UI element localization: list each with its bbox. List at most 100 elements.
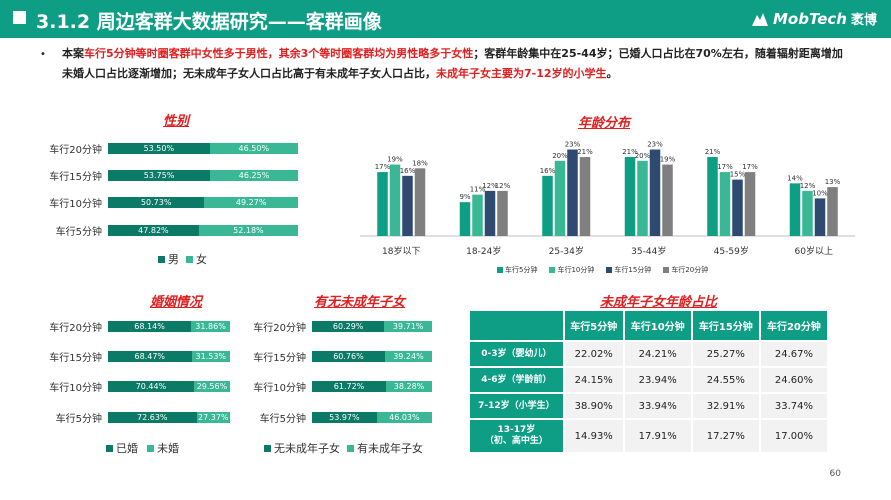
bar-segment-second: 49.27% <box>204 197 298 208</box>
bar-segment-second: 39.71% <box>384 321 432 332</box>
age-bar-data-label: 17% <box>375 163 391 171</box>
bar-segment-second: 52.18% <box>198 225 298 236</box>
age-bar <box>472 194 483 236</box>
title-square-icon <box>13 11 26 24</box>
age-legend-label: 车行20分钟 <box>671 266 709 274</box>
bar-segment-first: 72.63% <box>108 412 197 423</box>
marriage-legend: 已婚 未婚 <box>106 440 179 456</box>
stacked-bar: 60.76% 39.24% <box>312 351 432 362</box>
table-row: 13-17岁 （初、高中生） 14.93% 17.91% 17.27% 17.0… <box>470 420 827 452</box>
age-bar-data-label: 12% <box>800 182 816 190</box>
age-bar-data-label: 10% <box>812 189 828 197</box>
age-bar <box>624 157 636 236</box>
bar-segment-second: 29.56% <box>193 381 230 392</box>
table-row-header: 4-6岁（学龄前） <box>470 368 563 392</box>
age-bar <box>814 198 826 236</box>
table-header-cell: 车行10分钟 <box>624 311 691 340</box>
age-category-label: 60岁以上 <box>795 245 833 257</box>
age-category-label: 35-44岁 <box>631 245 666 257</box>
age-bar-data-label: 17% <box>742 163 758 171</box>
age-legend-item: 车行5分钟 <box>497 265 537 275</box>
table-header-cell: 车行20分钟 <box>760 311 827 340</box>
age-bar <box>414 168 426 236</box>
bar-segment-first: 60.76% <box>312 351 385 362</box>
age-legend-label: 车行10分钟 <box>557 266 595 274</box>
bar-segment-first: 61.72% <box>312 381 387 392</box>
summary-highlight: 车行5分钟等时圈客群中女性多于男性 <box>84 47 268 60</box>
bar-row-label: 车行10分钟 <box>49 199 102 210</box>
table-header-cell: 车行15分钟 <box>692 311 759 340</box>
table-cell: 17.00% <box>760 420 827 452</box>
bar-row-label: 车行20分钟 <box>49 323 102 334</box>
age-bar <box>649 149 661 236</box>
age-bar-data-label: 11% <box>470 186 486 194</box>
age-legend: 车行5分钟 车行10分钟 车行15分钟 车行20分钟 <box>497 265 708 275</box>
age-legend-item: 车行15分钟 <box>606 265 651 275</box>
age-distribution-chart: 17%19%16%18%18岁以下9%11%12%12%18-24岁16%20%… <box>360 141 855 257</box>
legend-label-unmarried: 未婚 <box>157 442 179 455</box>
bar-row-label: 车行5分钟 <box>259 414 306 425</box>
table-cell: 33.74% <box>760 394 827 418</box>
age-bar <box>377 172 388 236</box>
legend-label-male: 男 <box>168 253 179 266</box>
age-bar <box>459 202 471 236</box>
age-bar <box>389 164 401 236</box>
table-cell: 24.15% <box>564 368 623 392</box>
stacked-bar: 53.97% 46.03% <box>312 412 432 423</box>
legend-swatch-no-children <box>264 444 271 452</box>
age-bar-data-label: 17% <box>717 163 733 171</box>
age-bar-data-label: 19% <box>387 156 403 164</box>
bar-segment-first: 47.82% <box>108 225 199 236</box>
age-bar <box>554 160 566 236</box>
brand-logo: MobTech 袤博 <box>751 9 877 28</box>
stacked-bar: 47.82% 52.18% <box>108 225 298 236</box>
age-bar-data-label: 13% <box>825 178 841 186</box>
stacked-bar: 72.63% 27.37% <box>108 412 230 423</box>
age-chart-title: 年龄分布 <box>578 116 631 131</box>
bar-segment-second: 39.24% <box>384 351 432 362</box>
bar-segment-first: 70.44% <box>108 381 194 392</box>
age-bar <box>732 179 743 236</box>
table-row-header: 13-17岁 （初、高中生） <box>470 420 563 452</box>
bar-segment-first: 53.75% <box>108 170 211 181</box>
age-category-label: 18-24岁 <box>466 245 501 257</box>
page-number: 60 <box>829 469 841 479</box>
table-cell: 33.94% <box>624 394 691 418</box>
summary-text: 本案车行5分钟等时圈客群中女性多于男性，其余3个等时圈客群均为男性略多于女性；客… <box>62 44 852 84</box>
table-cell: 24.55% <box>692 368 759 392</box>
age-legend-swatch <box>663 267 670 273</box>
age-bar-data-label: 14% <box>787 174 803 182</box>
age-legend-item: 车行10分钟 <box>549 265 594 275</box>
minor-table-title: 未成年子女年龄占比 <box>600 295 718 310</box>
age-bar-data-label: 9% <box>459 193 470 201</box>
age-bar <box>637 160 648 236</box>
bar-segment-first: 53.50% <box>108 143 210 154</box>
age-bar-data-label: 12% <box>482 182 498 190</box>
summary-highlight: ，其余3个等时圈客群均为男性略多于女性 <box>267 47 474 60</box>
legend-label-no-children: 无未成年子女 <box>274 442 340 455</box>
age-bar-data-label: 23% <box>647 141 663 149</box>
stacked-bar: 53.50% 46.50% <box>108 143 298 154</box>
age-legend-swatch <box>549 267 556 273</box>
table-header-row: 车行5分钟 车行10分钟 车行15分钟 车行20分钟 <box>470 311 827 340</box>
table-corner-cell <box>470 311 563 340</box>
table-row-header: 7-12岁（小学生） <box>470 394 563 418</box>
summary-part: ；客群年龄集中在25-44岁；已婚人口占比在70%左右，随着辐射距离增加未婚人口… <box>62 47 843 80</box>
age-bar <box>744 172 756 236</box>
summary-highlight: 未成年子女主要为7-12岁的小学生 <box>436 67 607 80</box>
logo-text-cn: 袤博 <box>850 13 877 28</box>
bar-segment-first: 68.14% <box>108 321 192 332</box>
gender-chart-title: 性别 <box>163 114 190 129</box>
legend-swatch-married <box>106 444 113 452</box>
legend-label-has-children: 有未成年子女 <box>357 442 423 455</box>
summary-part: 本案 <box>62 47 84 60</box>
table-cell: 38.90% <box>564 394 623 418</box>
age-bar-data-label: 20% <box>635 152 651 160</box>
age-legend-label: 车行5分钟 <box>505 266 538 274</box>
table-row: 0-3岁（婴幼儿） 22.02% 24.21% 25.27% 24.67% <box>470 342 827 366</box>
bar-segment-first: 68.47% <box>108 351 192 362</box>
age-bar <box>579 157 591 236</box>
bar-row-label: 车行5分钟 <box>55 227 102 238</box>
bar-segment-first: 53.97% <box>312 412 377 423</box>
age-bar <box>542 175 553 236</box>
